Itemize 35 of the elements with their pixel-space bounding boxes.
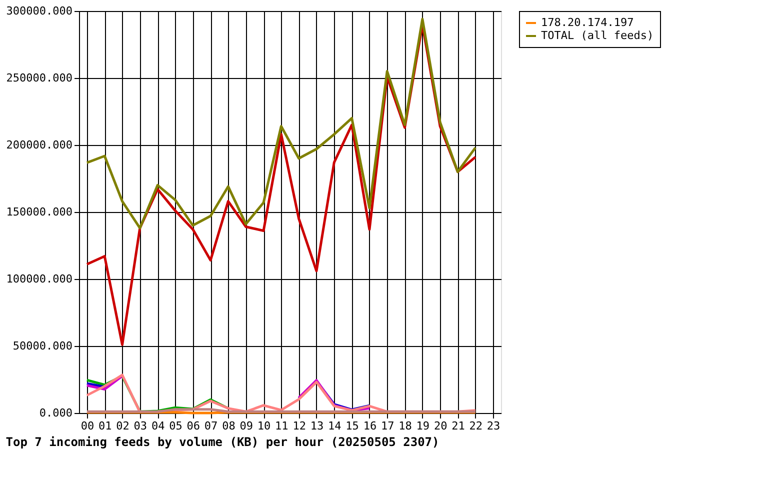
x-tick-label: 04 bbox=[151, 420, 166, 432]
x-tick-label: 11 bbox=[275, 420, 288, 432]
x-tick-label: 17 bbox=[380, 420, 394, 432]
x-tick-label: 16 bbox=[363, 420, 377, 432]
x-tick-label: 05 bbox=[169, 420, 182, 432]
x-tick-label: 19 bbox=[416, 420, 430, 432]
x-tick-label: 10 bbox=[257, 420, 271, 432]
y-tick-label: 50000.000 bbox=[12, 340, 72, 352]
x-tick-label: 21 bbox=[452, 420, 465, 432]
text: Top 7 incoming feeds by volume (KB) per hour (20250505 2307) bbox=[6, 435, 440, 449]
x-tick-label: 22 bbox=[469, 420, 483, 432]
x-tick-label: 02 bbox=[116, 420, 130, 432]
y-tick-label: 300000.000 bbox=[6, 4, 72, 18]
y-tick-label: 150000.000 bbox=[6, 206, 72, 218]
x-tick-label: 13 bbox=[310, 420, 324, 432]
x-tick-label: 18 bbox=[398, 420, 412, 432]
x-tick-label: 00 bbox=[80, 420, 94, 432]
x-tick-label: 01 bbox=[98, 420, 112, 432]
x-tick-label: 12 bbox=[292, 420, 306, 432]
line-series bbox=[86, 18, 477, 230]
y-tick-label: 250000.000 bbox=[6, 72, 72, 84]
x-tick-label: 07 bbox=[204, 420, 218, 432]
y-tick-label: 0.000 bbox=[39, 406, 72, 420]
legend-label: 178.20.174.197 bbox=[541, 16, 634, 29]
x-tick-label: 06 bbox=[186, 420, 200, 432]
x-tick-label: 09 bbox=[240, 420, 253, 432]
x-tick-label: 03 bbox=[134, 420, 148, 432]
x-tick-label: 14 bbox=[328, 420, 342, 432]
y-tick-label: 100000.000 bbox=[6, 272, 72, 286]
x-tick-label: 20 bbox=[434, 420, 448, 432]
x-tick-label: 15 bbox=[346, 420, 359, 432]
y-tick-label: 200000.000 bbox=[6, 138, 72, 152]
x-tick-label: 08 bbox=[222, 420, 236, 432]
x-tick-label: 23 bbox=[486, 420, 500, 432]
legend-label: TOTAL (all feeds) bbox=[541, 29, 654, 42]
